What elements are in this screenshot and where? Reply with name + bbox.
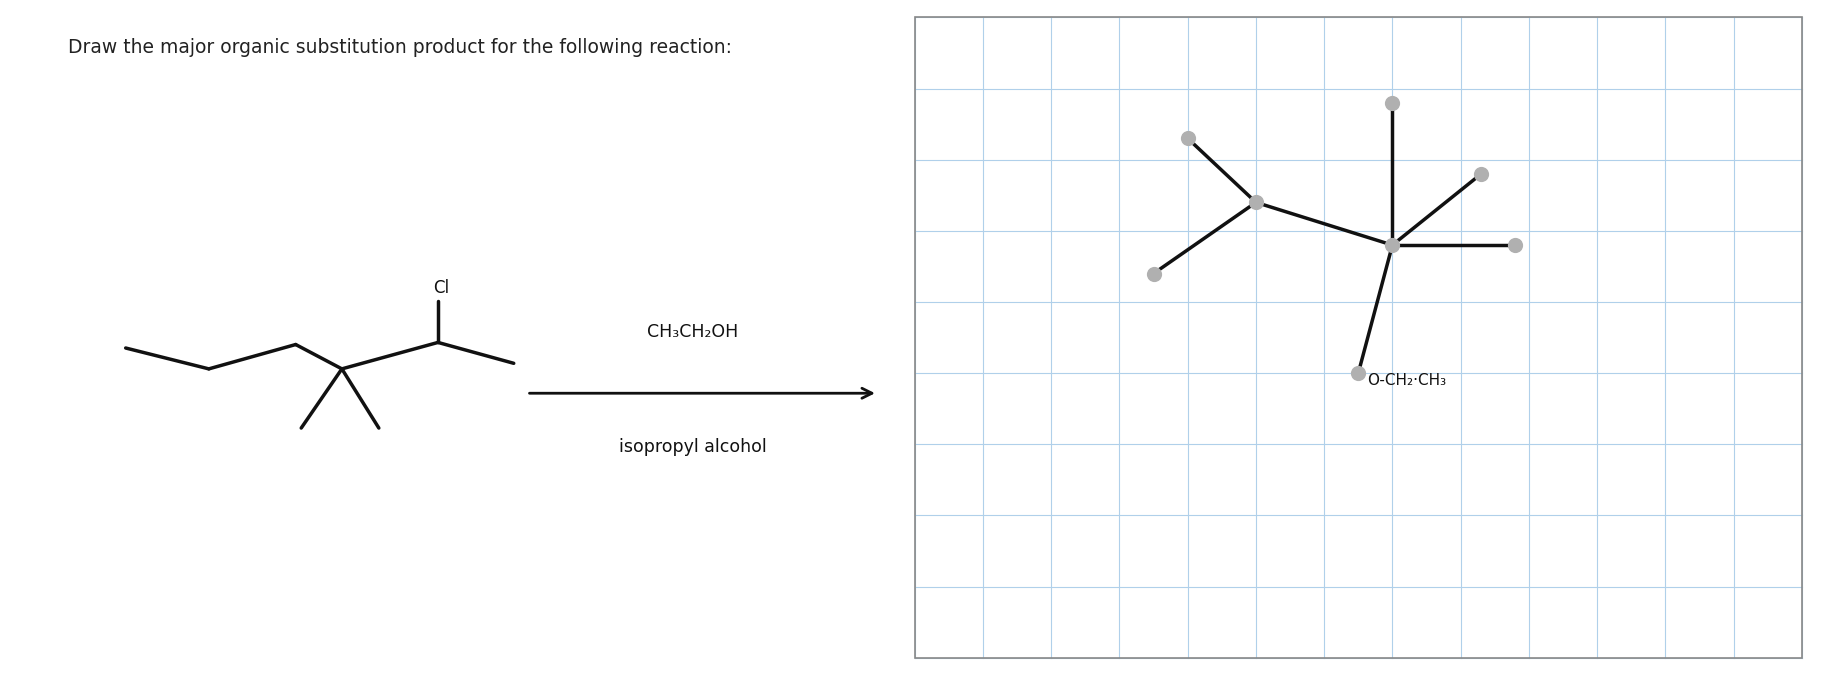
Point bbox=[1173, 133, 1203, 144]
Text: O-CH₂·CH₃: O-CH₂·CH₃ bbox=[1368, 372, 1447, 388]
Bar bbox=[915, 17, 1802, 658]
Point bbox=[1377, 97, 1406, 109]
Text: Cl: Cl bbox=[434, 279, 449, 297]
Point bbox=[1501, 239, 1530, 251]
Text: CH₃CH₂OH: CH₃CH₂OH bbox=[647, 323, 739, 341]
Text: Draw the major organic substitution product for the following reaction:: Draw the major organic substitution prod… bbox=[68, 38, 732, 57]
Bar bbox=[915, 17, 1802, 658]
Point bbox=[1343, 367, 1373, 379]
Point bbox=[1138, 268, 1168, 279]
Point bbox=[1377, 239, 1406, 251]
Point bbox=[1465, 168, 1495, 180]
Point bbox=[1242, 197, 1271, 208]
Text: isopropyl alcohol: isopropyl alcohol bbox=[619, 438, 767, 457]
